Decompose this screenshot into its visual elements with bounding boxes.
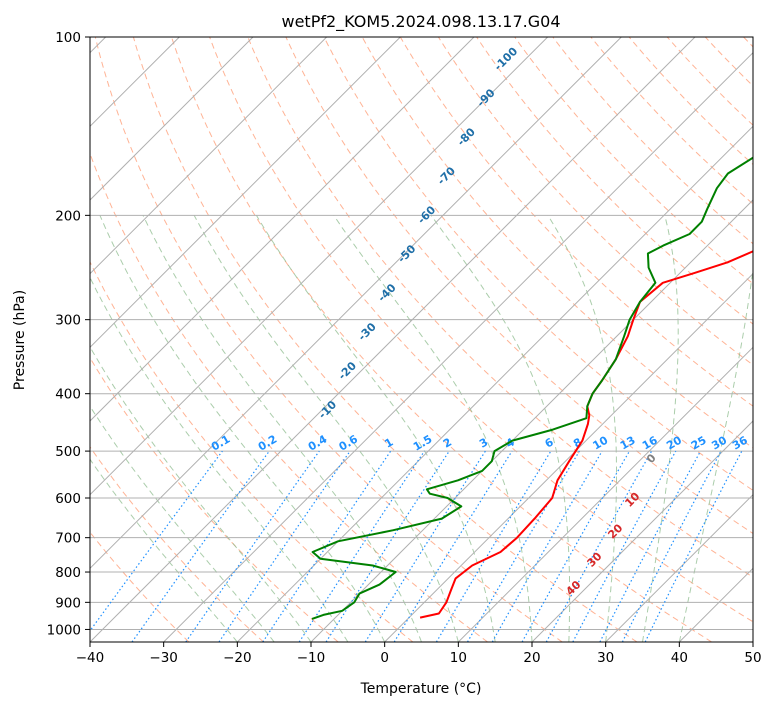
mixing-ratio-line: [131, 450, 270, 642]
dry-adiabat-line: [209, 37, 753, 623]
mixing-ratio-lines: [90, 450, 743, 642]
x-tick-label: −30: [149, 650, 178, 666]
isotherm-line: [90, 37, 475, 422]
isotherm-line: [90, 37, 696, 642]
y-axis-ticks: 100 200 300 400 500 600 700 800 900 1000: [47, 30, 90, 638]
mixing-ratio-line: [325, 450, 450, 642]
mixing-ratio-line: [545, 450, 653, 642]
mixing-ratio-line: [364, 450, 486, 642]
isotherm-line: [90, 37, 254, 201]
moist-adiabat-line: [99, 215, 386, 642]
mixing-ratio-line: [393, 450, 513, 642]
moist-adiabat-line: [430, 215, 571, 642]
moist-adiabat-line: [193, 215, 459, 642]
chart-title: wetPf2_KOM5.2024.098.13.17.G04: [281, 12, 560, 32]
x-tick-label: 40: [671, 650, 688, 666]
y-tick-label: 400: [55, 387, 81, 403]
moist-adiabat-line: [142, 215, 422, 642]
mixing-ratio-line: [218, 450, 351, 642]
x-tick-label: 0: [380, 650, 389, 666]
dry-adiabat-line: [514, 37, 753, 285]
isotherm-line: [605, 493, 753, 642]
isotherm-line: [163, 51, 753, 642]
dry-adiabat-line: [247, 37, 753, 578]
dry-adiabat-line: [90, 446, 264, 642]
isotherm-line: [90, 37, 401, 349]
dry-adiabat-line: [476, 37, 753, 325]
y-tick-label: 500: [55, 444, 81, 460]
isotherm-line: [310, 199, 753, 642]
moist-adiabat-line: [642, 215, 679, 642]
plot-frame: [89, 36, 754, 643]
dry-adiabat-line: [132, 37, 638, 642]
isotherm-line: [531, 420, 753, 642]
y-tick-label: 800: [55, 565, 81, 581]
x-tick-label: 50: [744, 650, 761, 666]
y-tick-label: 700: [55, 531, 81, 547]
dry-adiabat-line: [628, 37, 753, 166]
dry-adiabat-line: [94, 37, 563, 642]
x-axis-ticks: −40 −30 −20 −10 0 10 20 30 40 50: [76, 642, 762, 666]
y-tick-label: 900: [55, 595, 81, 611]
isotherm-line: [384, 272, 753, 642]
dry-adiabat-line: [323, 37, 753, 491]
dewpoint-profile-line: [311, 156, 753, 620]
y-axis-label: Pressure (hPa): [12, 290, 28, 390]
isotherm-line: [90, 37, 328, 275]
moist-adiabat-line: [90, 458, 238, 642]
moist-adiabat-line: [333, 215, 533, 642]
y-tick-label: 100: [55, 30, 81, 46]
mixing-ratio-line: [572, 450, 677, 642]
profile-series: [311, 156, 753, 620]
x-tick-label: −10: [297, 650, 326, 666]
moist-adiabat-line: [547, 215, 617, 642]
isotherm-line: [457, 346, 753, 642]
x-tick-label: 10: [450, 650, 467, 666]
mixing-ratio-line: [491, 450, 603, 642]
mixing-ratio-line: [185, 450, 320, 642]
mixing-ratio-line: [90, 450, 223, 632]
y-tick-label: 1000: [47, 622, 81, 638]
x-tick-label: −20: [223, 650, 252, 666]
isotherm-line: [90, 37, 549, 496]
dry-adiabat-line: [399, 37, 753, 407]
mixing-ratio-line: [435, 450, 552, 642]
y-tick-label: 200: [55, 208, 81, 224]
x-axis-label: Temperature (°C): [360, 681, 482, 697]
moist-adiabat-line: [90, 405, 275, 642]
dry-adiabat-line: [90, 260, 414, 642]
y-tick-label: 300: [55, 313, 81, 329]
mixing-ratio-line: [521, 450, 631, 642]
y-tick-label: 600: [55, 491, 81, 507]
x-tick-label: 20: [523, 650, 540, 666]
mixing-ratio-line: [466, 450, 580, 642]
isotherm-line: [90, 37, 622, 570]
x-tick-label: 30: [597, 650, 614, 666]
isotherm-lines: [90, 37, 753, 642]
x-tick-label: −40: [76, 650, 105, 666]
moist-adiabat-line: [678, 265, 753, 642]
moist-adiabat-line: [90, 345, 312, 642]
